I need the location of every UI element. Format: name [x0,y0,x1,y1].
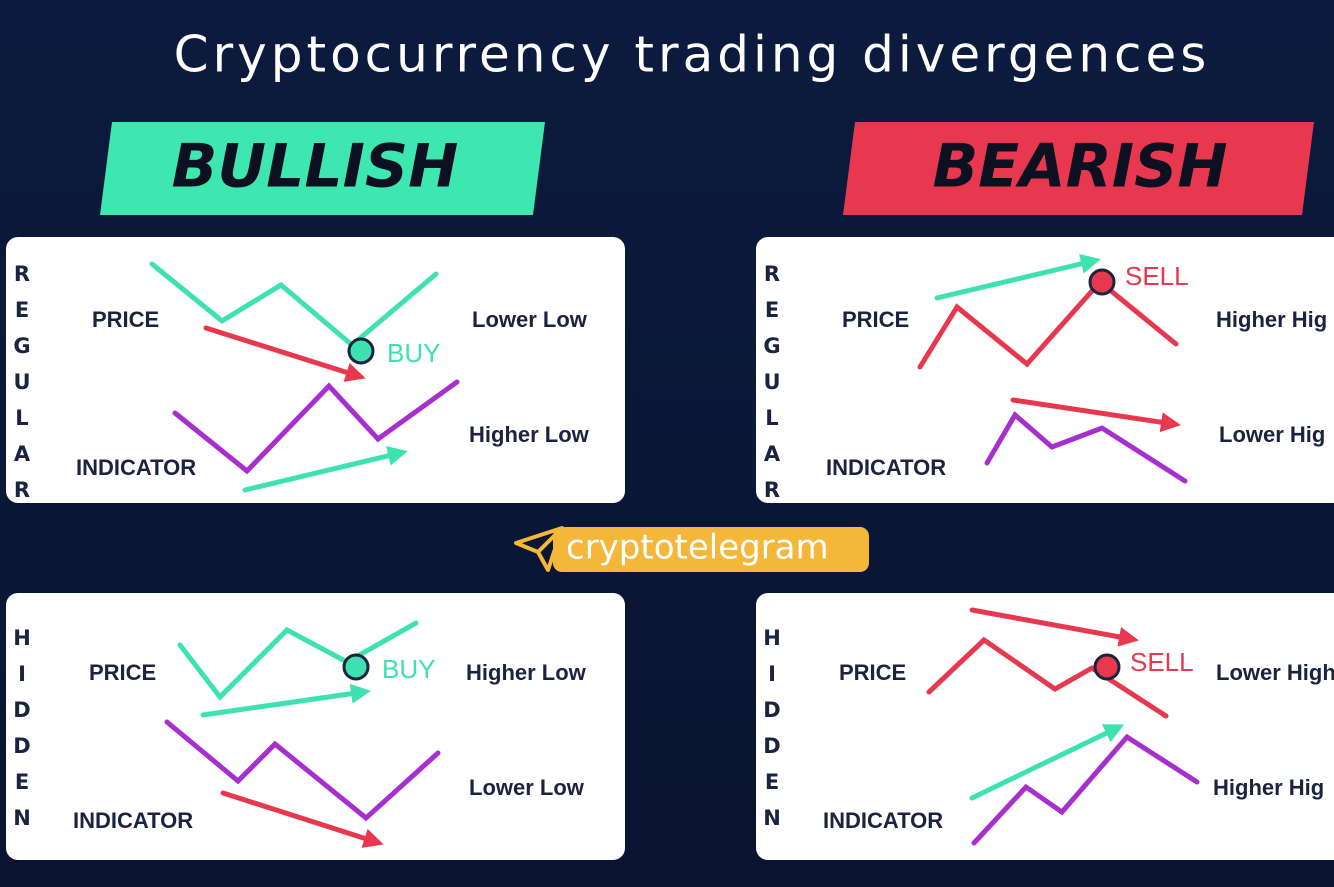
price-line [177,620,419,701]
indicator-line [984,411,1188,484]
panel [756,237,1334,503]
brand-icon [514,526,564,572]
indicator-label: INDICATOR [76,455,196,480]
arrow [934,254,1101,301]
indicator-note: Lower Low [469,775,585,800]
price-label: PRICE [92,307,159,332]
arrow [969,724,1125,801]
signal-dot [342,653,370,681]
arrow [200,683,371,718]
indicator-note: Higher Low [469,422,590,447]
signal-dot [347,337,375,365]
indicator-note: Higher Hig [1213,775,1324,800]
signal-dot [1093,653,1121,681]
indicator-line [971,733,1200,846]
indicator-line [172,379,460,475]
signal: BUY [382,654,435,684]
badge-text: BULLISH [172,132,459,202]
price-note: Higher Low [466,660,587,685]
bullish-badge [100,122,545,215]
arrow [969,607,1139,647]
price-label: PRICE [839,660,906,685]
indicator-label: INDICATOR [823,808,943,833]
brand-name: cryptotelegram [566,528,829,568]
signal: SELL [1125,261,1189,291]
bearish-badge [843,122,1314,215]
arrow [203,325,366,382]
type-label: HIDDEN [760,626,784,842]
title: Cryptocurrency trading divergences [174,26,1211,84]
panel [756,593,1334,860]
arrow [220,790,384,848]
signal: BUY [387,338,440,368]
panel [6,237,625,503]
arrow [242,446,408,493]
indicator-note: Lower Hig [1219,422,1325,447]
signal: SELL [1130,647,1194,677]
indicator-label: INDICATOR [826,455,946,480]
price-note: Lower Low [472,307,588,332]
signal-dot [1088,268,1116,296]
indicator-label: INDICATOR [73,808,193,833]
panel [6,593,625,860]
price-line [149,261,439,349]
price-line [926,636,1169,719]
type-label: REGULAR [760,262,784,514]
price-label: PRICE [842,307,909,332]
arrow [1010,397,1181,433]
price-note: Higher Hig [1216,307,1327,332]
price-label: PRICE [89,660,156,685]
type-label: REGULAR [10,262,34,514]
price-note: Lower High [1216,660,1334,685]
brand-pill [553,527,869,572]
price-line [917,278,1179,370]
badge-text: BEARISH [932,132,1227,202]
type-label: HIDDEN [10,626,34,842]
indicator-line [164,719,441,822]
